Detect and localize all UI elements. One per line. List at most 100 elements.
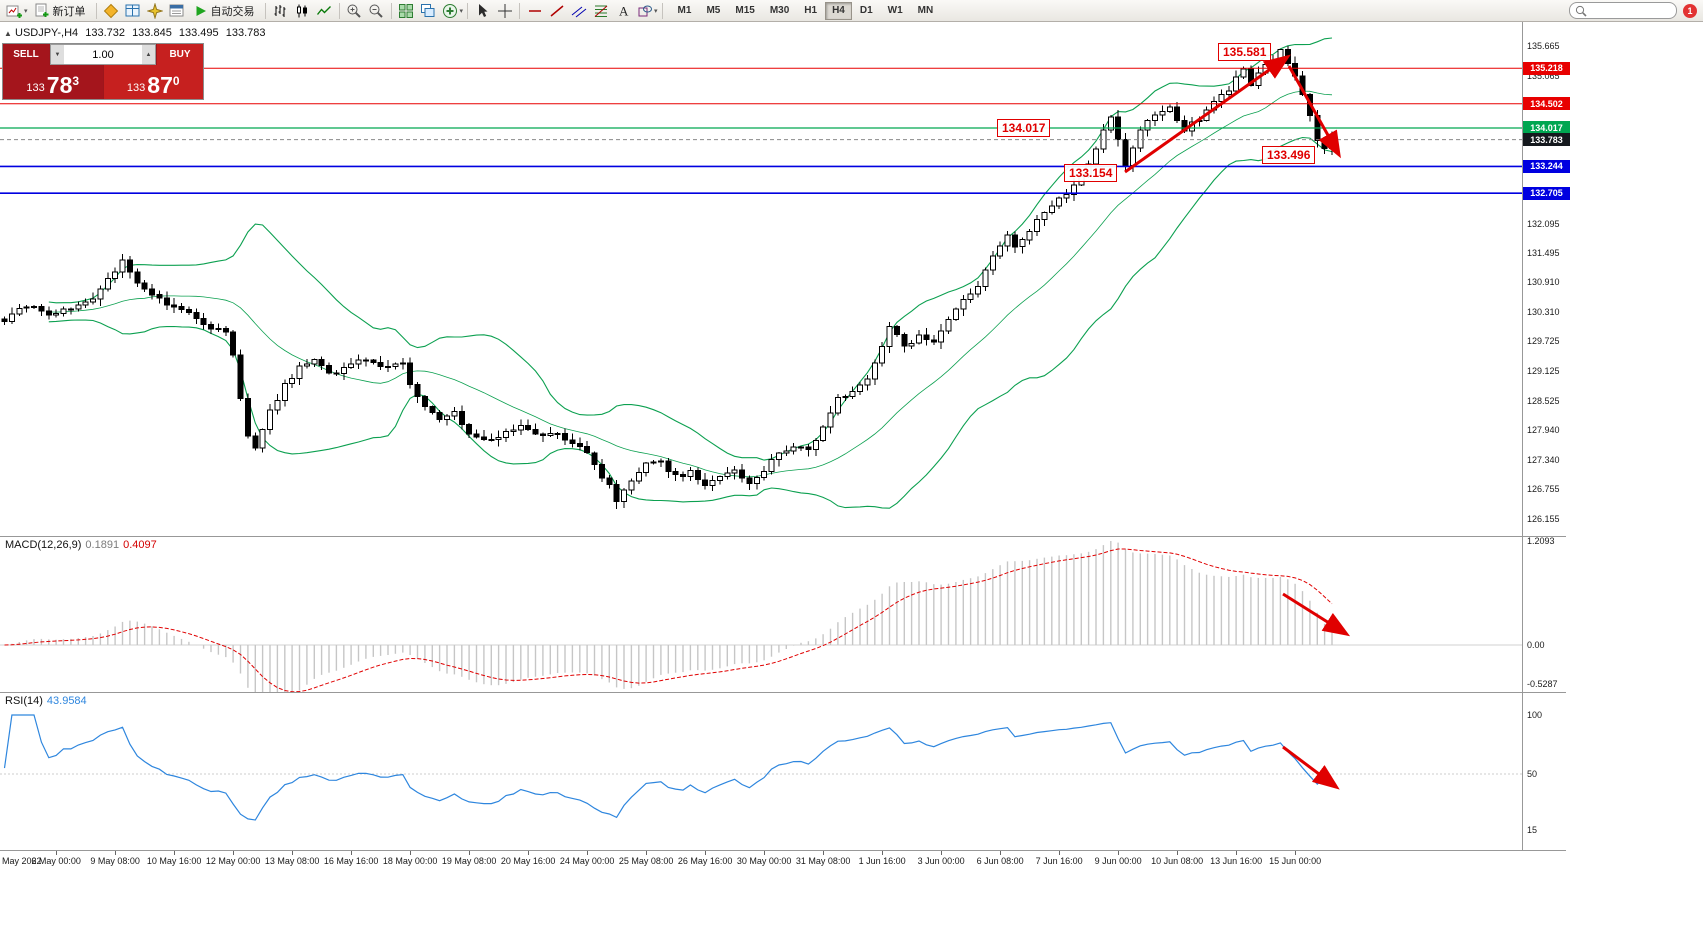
price-tick-label: 127.340: [1527, 455, 1560, 466]
toolbar-separator: [519, 2, 521, 19]
shapes-icon[interactable]: [634, 1, 655, 20]
bid-prefix: 133: [26, 82, 45, 94]
time-axis-tick: [645, 851, 647, 855]
cursor-icon[interactable]: [472, 1, 493, 20]
timeframe-w1[interactable]: W1: [881, 2, 910, 20]
indicators-icon[interactable]: [440, 1, 461, 20]
auto-trading-button[interactable]: 自动交易: [189, 1, 261, 20]
auto-trading-label: 自动交易: [210, 5, 255, 18]
candlestick-chart-icon[interactable]: [292, 1, 313, 20]
time-axis-tick: [527, 851, 529, 855]
price-line-label: 133.783: [1523, 133, 1570, 147]
search-icon: [1575, 5, 1587, 17]
time-axis-label: 19 May 08:00: [441, 856, 497, 866]
rsi-label: RSI(14) 43.9584: [5, 695, 87, 707]
timeframe-d1[interactable]: D1: [853, 2, 880, 20]
timeframe-m5[interactable]: M5: [699, 2, 727, 20]
toolbar-separator: [338, 2, 340, 19]
search-input[interactable]: [1590, 4, 1664, 17]
volume-decrease-button[interactable]: ▼: [51, 45, 64, 64]
text-label-icon[interactable]: A: [612, 1, 633, 20]
toolbar-separator: [390, 2, 392, 19]
toolbar-separator: [467, 2, 469, 19]
new-chart-caret-icon[interactable]: ▾: [24, 7, 28, 15]
rsi-scale-label: 50: [1527, 769, 1538, 779]
buy-price-button[interactable]: 133 87 0: [103, 65, 203, 99]
macd-panel-chart[interactable]: [0, 537, 1522, 708]
timeframe-m15[interactable]: M15: [728, 2, 761, 20]
zoom-in-icon[interactable]: [344, 1, 365, 20]
time-axis-label: 1 Jun 16:00: [858, 856, 906, 866]
price-chart[interactable]: [0, 22, 1522, 536]
ask-big-digits: 87: [147, 72, 173, 98]
price-scale[interactable]: 135.665 135.065 132.095 131.495 130.910 130.3…: [1522, 0, 1703, 943]
time-axis-label: 18 May 00:00: [382, 856, 438, 866]
annotation-trend-start[interactable]: 133.154: [1064, 164, 1118, 182]
time-axis-label: 13 May 08:00: [264, 856, 320, 866]
time-axis-tick: [940, 851, 942, 855]
notification-badge[interactable]: 1: [1683, 3, 1697, 18]
ask-pip-digit: 0: [172, 74, 180, 88]
new-chart-icon[interactable]: [4, 1, 25, 20]
time-axis-label: 13 Jun 16:00: [1210, 856, 1263, 866]
market-watch-icon[interactable]: [101, 1, 122, 20]
buy-button[interactable]: BUY: [157, 44, 203, 65]
rsi-panel-chart[interactable]: [0, 693, 1522, 850]
line-chart-icon[interactable]: [314, 1, 335, 20]
annotation-swing-high[interactable]: 135.581: [1218, 43, 1272, 61]
timeframe-m1[interactable]: M1: [671, 2, 699, 20]
time-axis-label: 6 May 00:00: [31, 856, 81, 866]
timeframe-h4[interactable]: H4: [825, 1, 852, 20]
new-order-label: 新订单: [52, 5, 86, 18]
time-scale[interactable]: May 2022 6 May 00:00 9 May 08:00 10 May 16:…: [0, 850, 1566, 873]
time-axis-tick: [1294, 851, 1296, 855]
timeframe-m30[interactable]: M30: [763, 2, 796, 20]
timeframe-mn[interactable]: MN: [911, 2, 941, 20]
fibonacci-icon[interactable]: [590, 1, 611, 20]
price-line-label: 134.502: [1523, 97, 1570, 111]
time-axis-tick: [114, 851, 116, 855]
rsi-panel-separator[interactable]: [0, 692, 1566, 693]
price-scale-border: [1522, 22, 1523, 872]
channel-icon[interactable]: [568, 1, 589, 20]
timeframe-h1[interactable]: H1: [797, 2, 824, 20]
navigator-icon[interactable]: [145, 1, 166, 20]
time-axis-tick: [881, 851, 883, 855]
chart-title: USDJPY-,H4 133.732 133.845 133.495 133.7…: [15, 27, 269, 39]
indicators-caret-icon[interactable]: ▾: [459, 7, 464, 15]
price-tick-label: 135.665: [1527, 41, 1560, 51]
macd-panel-separator[interactable]: [0, 536, 1566, 537]
sell-button[interactable]: SELL: [3, 44, 49, 65]
search-box[interactable]: [1569, 2, 1677, 19]
macd-main-value: 0.1891: [85, 539, 120, 551]
time-axis-tick: [999, 851, 1001, 855]
price-tick-label: 129.125: [1527, 366, 1560, 377]
annotation-mid-level[interactable]: 134.017: [997, 119, 1051, 137]
time-axis-label: 31 May 08:00: [795, 856, 851, 866]
terminal-icon[interactable]: [167, 1, 188, 20]
macd-signal-value: 0.4097: [123, 539, 157, 551]
shapes-caret-icon[interactable]: ▾: [654, 7, 658, 15]
macd-scale-label: -0.5287: [1527, 679, 1558, 689]
price-line-label: 135.218: [1523, 61, 1570, 75]
horizontal-line-icon[interactable]: [524, 1, 545, 20]
sell-price-button[interactable]: 133 78 3: [3, 65, 103, 99]
volume-input[interactable]: [64, 45, 142, 64]
crosshair-icon[interactable]: [494, 1, 515, 20]
data-window-icon[interactable]: [123, 1, 144, 20]
volume-increase-button[interactable]: ▲: [142, 45, 155, 64]
time-axis-label: May 2022: [2, 856, 42, 866]
new-order-button[interactable]: 新订单: [29, 1, 92, 20]
trendline-icon[interactable]: [546, 1, 567, 20]
svg-text:A: A: [619, 3, 629, 18]
time-axis-label: 7 Jun 16:00: [1035, 856, 1083, 866]
cascade-windows-icon[interactable]: [418, 1, 439, 20]
time-axis-tick: [232, 851, 234, 855]
annotation-drop-target[interactable]: 133.496: [1262, 146, 1316, 164]
zoom-out-icon[interactable]: [366, 1, 387, 20]
bar-chart-icon[interactable]: [270, 1, 291, 20]
one-click-collapse-toggle[interactable]: ▲: [4, 29, 12, 38]
tile-windows-icon[interactable]: [396, 1, 417, 20]
price-tick-label: 129.725: [1527, 336, 1560, 347]
